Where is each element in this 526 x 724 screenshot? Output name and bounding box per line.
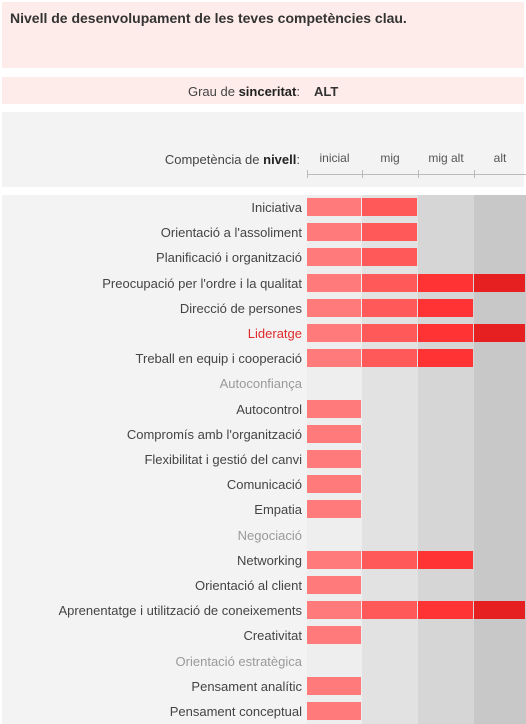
competency-label: Orientació estratègica	[175, 653, 302, 669]
competency-bar-segment	[307, 626, 361, 645]
level-axis-line	[307, 174, 526, 175]
competency-bar-segment	[307, 424, 361, 443]
competency-bar-segment	[307, 324, 361, 342]
level-axis-tick-2	[418, 170, 419, 178]
competency-label: Pensament analític	[191, 678, 302, 694]
competency-label: Planificació i organització	[156, 250, 302, 266]
competency-bar-segment	[362, 550, 417, 569]
level-header-panel: Competència de nivell: inicial mig mig alt…	[2, 112, 526, 187]
competency-bar-segment	[362, 349, 417, 368]
competency-bar-segment	[362, 298, 417, 317]
competency-bar-segment	[362, 273, 417, 292]
level-label-inicial: inicial	[319, 151, 350, 165]
competency-label: Compromís amb l'organització	[126, 426, 302, 442]
competency-label: Treball en equip i cooperació	[135, 351, 302, 367]
competency-label: Networking	[236, 552, 302, 568]
level-axis-tick-0	[307, 170, 308, 178]
sincerity-label: Grau de sinceritat:	[188, 84, 300, 99]
competency-bar-segment	[418, 601, 473, 620]
competency-bar-segment	[307, 198, 361, 216]
competency-bar-segment	[418, 324, 473, 342]
competency-bar-segment	[474, 601, 525, 620]
competency-bar-segment	[362, 248, 417, 267]
level-header-label-pre: Competència de	[164, 152, 264, 167]
competency-bar-segment	[307, 248, 361, 267]
competency-bar-segment	[307, 273, 361, 292]
title-panel: Nivell de desenvolupament de les teves c…	[2, 2, 524, 68]
competency-bar-segment	[307, 601, 361, 620]
competency-label: Flexibilitat i gestió del canvi	[144, 452, 302, 467]
competency-bar-segment	[474, 324, 525, 342]
sincerity-value: ALT	[314, 84, 339, 99]
competency-bar-segment	[362, 223, 417, 242]
sincerity-panel: Grau de sinceritat: ALT	[2, 77, 524, 104]
competency-bar-segment	[418, 550, 473, 569]
competency-bar-segment	[307, 298, 361, 317]
competency-label: Autocontrol	[236, 401, 302, 417]
competency-bar-segment	[307, 450, 361, 468]
competency-label: Empatia	[254, 502, 302, 518]
level-axis-tick-1	[362, 170, 363, 178]
competency-label: Negociació	[237, 527, 302, 543]
competency-bar-segment	[418, 349, 473, 368]
competency-label: Iniciativa	[251, 200, 302, 215]
competency-bar-segment	[362, 601, 417, 620]
competency-label: Aprenentatge i utilització de coneixemen…	[58, 603, 302, 619]
competency-bar-segment	[307, 500, 361, 519]
level-header-label-bold: nivell	[263, 152, 297, 167]
competency-label: Creativitat	[243, 628, 302, 644]
level-label-alt: alt	[493, 151, 507, 165]
competency-label: Pensament conceptual	[169, 704, 302, 719]
level-label-mig: mig	[380, 151, 400, 165]
sincerity-label-bold: sinceritat	[238, 84, 297, 99]
competency-bar-segment	[362, 324, 417, 342]
competency-bar-segment	[307, 475, 361, 494]
competency-bar-segment	[474, 273, 525, 292]
level-header-label-post: :	[296, 152, 300, 167]
competency-bar-segment	[418, 298, 473, 317]
competency-label: Comunicació	[226, 477, 302, 493]
chart-title: Nivell de desenvolupament de les teves c…	[10, 10, 407, 26]
competency-label: Orientació al client	[195, 578, 302, 593]
competency-bar-segment	[307, 702, 361, 720]
competency-label: Preocupació per l'ordre i la qualitat	[102, 275, 302, 291]
level-axis-tick-3	[474, 170, 475, 178]
competency-label: Lideratge	[247, 326, 302, 341]
competency-label: Autoconfiança	[219, 376, 302, 392]
competency-bar-segment	[362, 198, 417, 216]
competency-bar-segment	[307, 223, 361, 242]
sincerity-label-post: :	[296, 84, 300, 99]
competency-label: Orientació a l'assoliment	[160, 225, 302, 241]
competency-bar-segment	[307, 349, 361, 368]
competency-bar-segment	[418, 273, 473, 292]
competency-bar-segment	[307, 550, 361, 569]
competency-bar-segment	[307, 676, 361, 695]
competency-label: Direcció de persones	[179, 300, 302, 316]
level-label-mig-alt: mig alt	[428, 151, 464, 165]
competency-bar-segment	[307, 576, 361, 594]
level-header-label: Competència de nivell:	[165, 152, 300, 167]
competency-bar-segment	[307, 399, 361, 418]
sincerity-label-pre: Grau de	[187, 84, 239, 99]
